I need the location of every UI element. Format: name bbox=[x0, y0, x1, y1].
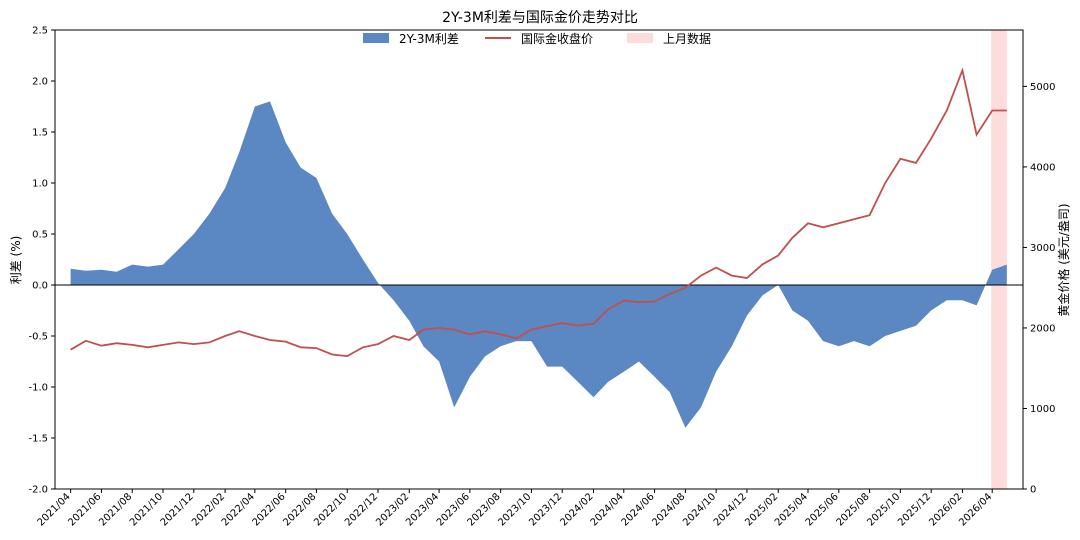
y-left-tick-label: -2.0 bbox=[28, 485, 48, 496]
y-right-tick-label: 2000 bbox=[1030, 323, 1055, 334]
y-axis-left: -2.0 -1.5 -1.0 -0.5 0.0 0.5 1.0 1.5 2.0 2.5 bbox=[28, 26, 55, 496]
legend-label-last-month: 上月数据 bbox=[663, 31, 711, 46]
legend: 2Y-3M利差 国际金收盘价 上月数据 bbox=[363, 31, 711, 46]
last-month-highlight bbox=[991, 30, 1007, 489]
y-left-tick-label: 1.5 bbox=[32, 128, 48, 139]
y-left-tick-label: 0.5 bbox=[32, 230, 48, 241]
y-axis-right-label: 黄金价格 (美元/盎司) bbox=[1056, 203, 1071, 316]
y-left-tick-label: 2.0 bbox=[32, 77, 48, 88]
y-right-tick-label: 1000 bbox=[1030, 404, 1055, 415]
y-right-tick-label: 5000 bbox=[1030, 82, 1055, 93]
y-left-tick-label: 0.0 bbox=[32, 281, 48, 292]
y-axis-right: 0 1000 2000 3000 4000 5000 bbox=[1023, 82, 1055, 496]
legend-label-gold: 国际金收盘价 bbox=[521, 31, 593, 46]
y-right-tick-label: 0 bbox=[1030, 485, 1036, 496]
legend-label-spread: 2Y-3M利差 bbox=[399, 32, 459, 46]
chart-title: 2Y-3M利差与国际金价走势对比 bbox=[442, 10, 638, 26]
y-axis-left-label: 利差 (%) bbox=[9, 236, 23, 285]
y-right-tick-label: 4000 bbox=[1030, 162, 1055, 173]
y-left-tick-label: -1.0 bbox=[28, 383, 48, 394]
y-left-tick-label: -0.5 bbox=[28, 332, 48, 343]
y-left-tick-label: 1.0 bbox=[32, 179, 48, 190]
plot-frame bbox=[54, 29, 1024, 490]
y-left-tick-label: -1.5 bbox=[28, 434, 48, 445]
plot-area bbox=[55, 30, 1023, 489]
y-right-tick-label: 3000 bbox=[1030, 243, 1055, 254]
legend-swatch-last-month bbox=[627, 33, 653, 43]
gold-price-line bbox=[70, 67, 1007, 358]
spread-area bbox=[70, 101, 1007, 428]
y-left-tick-label: 2.5 bbox=[32, 26, 48, 37]
legend-swatch-spread bbox=[363, 33, 389, 43]
